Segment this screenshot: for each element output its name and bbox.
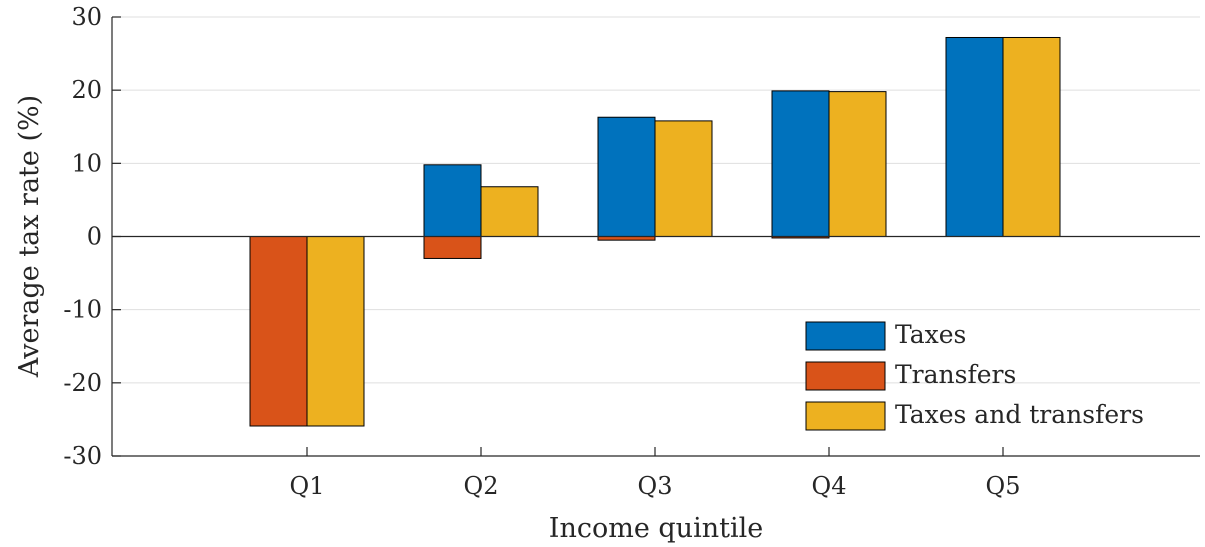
x-tick-label: Q3 bbox=[638, 472, 673, 500]
y-tick-label: 0 bbox=[87, 223, 102, 251]
x-tick-label: Q1 bbox=[290, 472, 325, 500]
legend-label-transfers: Transfers bbox=[895, 360, 1016, 389]
bar-taxes-and-transfers-q1 bbox=[306, 236, 365, 427]
x-axis-title: Income quintile bbox=[549, 513, 763, 544]
x-tick-label: Q4 bbox=[812, 472, 847, 500]
bars bbox=[249, 36, 1061, 427]
bar-taxes-q4 bbox=[771, 90, 830, 237]
x-tick-label: Q2 bbox=[464, 472, 499, 500]
bar-taxes-and-transfers-q3 bbox=[654, 120, 713, 237]
bar-transfers-q2 bbox=[423, 236, 482, 259]
legend-box-taxes-and-transfers bbox=[805, 401, 886, 431]
y-ticks: 30 20 10 0 -10 -20 -30 bbox=[63, 3, 121, 470]
y-tick-label: -10 bbox=[63, 296, 102, 324]
bar-taxes-and-transfers-q4 bbox=[828, 91, 887, 237]
bar-taxes-q3 bbox=[597, 116, 656, 237]
y-axis-title: Average tax rate (%) bbox=[14, 95, 45, 378]
legend-label-taxes-and-transfers: Taxes and transfers bbox=[895, 400, 1144, 429]
y-tick-label: -30 bbox=[63, 442, 102, 470]
legend: Taxes Transfers Taxes and transfers bbox=[805, 320, 1144, 431]
legend-box-transfers bbox=[805, 361, 886, 391]
y-tick-label: 10 bbox=[71, 149, 102, 177]
bar-transfers-q1 bbox=[249, 236, 308, 427]
x-tick-label: Q5 bbox=[986, 472, 1021, 500]
legend-label-taxes: Taxes bbox=[895, 320, 966, 349]
legend-box-taxes bbox=[805, 321, 886, 351]
bar-taxes-q2 bbox=[423, 164, 482, 237]
bar-taxes-and-transfers-q2 bbox=[480, 186, 539, 238]
y-tick-label: 30 bbox=[71, 3, 102, 31]
y-tick-label: 20 bbox=[71, 76, 102, 104]
x-ticks: Q1 Q2 Q3 Q4 Q5 bbox=[290, 447, 1021, 500]
bar-taxes-q5 bbox=[945, 36, 1004, 238]
bar-taxes-and-transfers-q5 bbox=[1002, 36, 1061, 238]
y-tick-label: -20 bbox=[63, 369, 102, 397]
